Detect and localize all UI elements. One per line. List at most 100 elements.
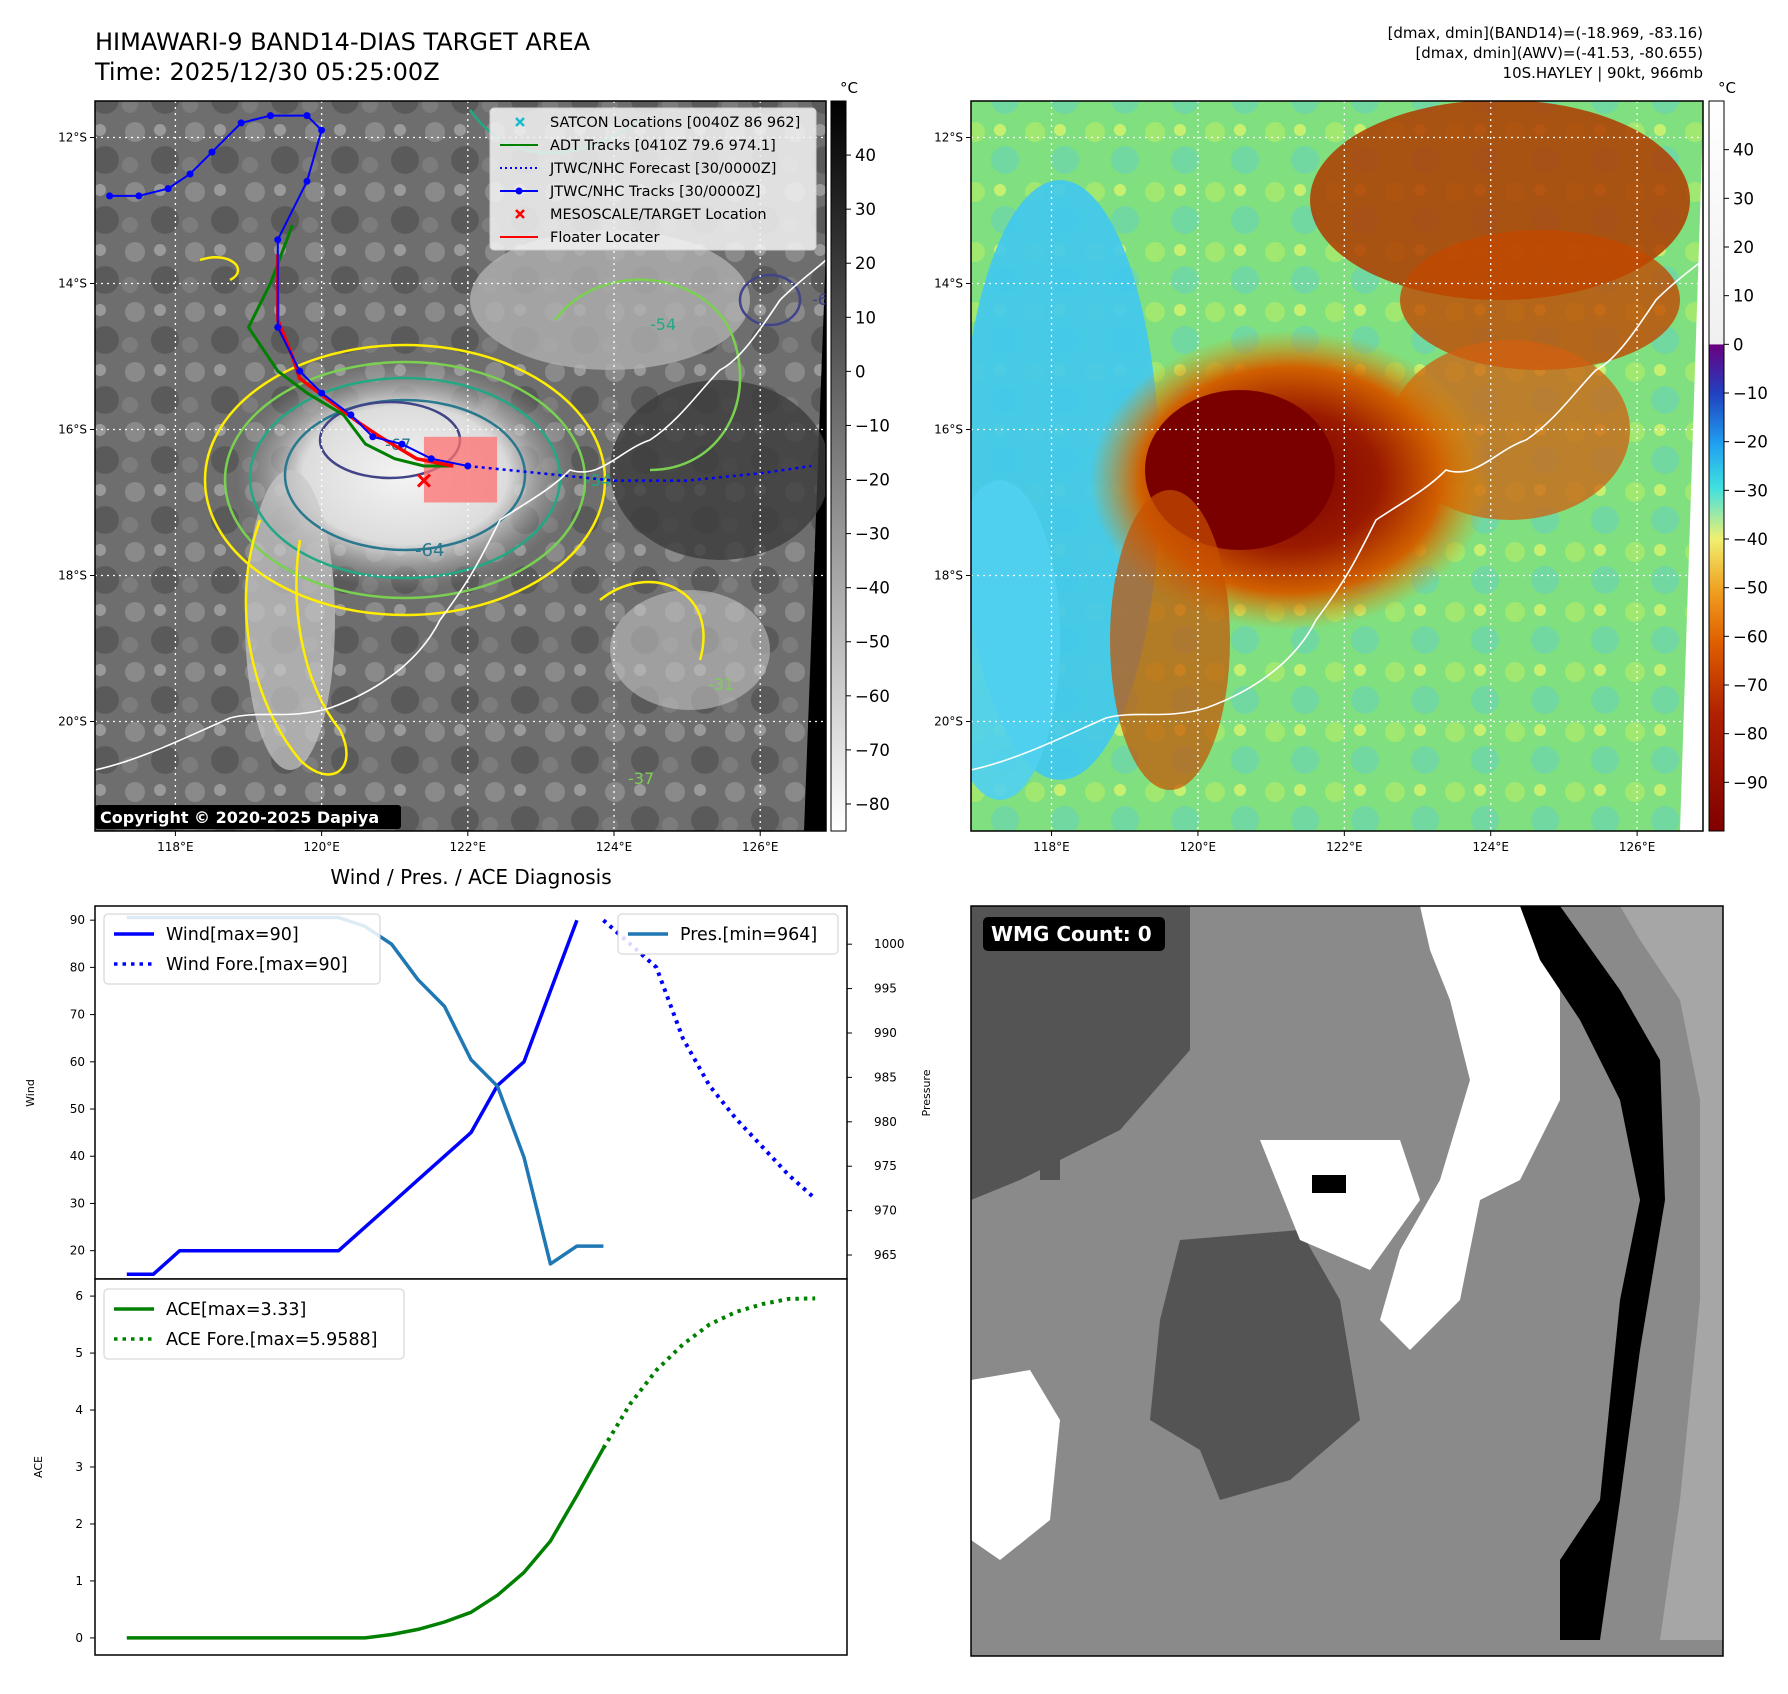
legend-box <box>617 913 839 955</box>
jtwc-track-point <box>318 126 326 134</box>
wind-pressure-chart: 20 30 40 50 60 70 80 90 965 970 975 980 985 990 995 100… <box>24 905 933 1280</box>
colorbar-tick-label: −40 <box>1733 530 1768 549</box>
contour-label: -37 <box>628 769 654 788</box>
enhanced-colorbar: °C 40 30 20 10 0 −10 −20 −30 −40 −50 −60 −70 −80 −90 <box>1708 79 1768 832</box>
colorbar-unit: °C <box>840 79 858 97</box>
colorbar-tick-label: −10 <box>855 416 890 435</box>
lat-tick-label: 14°S <box>58 277 87 291</box>
legend-label: Floater Locater <box>550 230 659 246</box>
wmg-count-label: WMG Count: 0 <box>991 922 1152 946</box>
wind-tick-label: 30 <box>70 1196 85 1210</box>
colorbar-tick-label: 30 <box>855 200 876 219</box>
lat-tick-label: 18°S <box>58 569 87 583</box>
pressure-tick-label: 995 <box>874 982 897 996</box>
target-location-marker <box>416 473 432 488</box>
jtwc-track-point <box>208 148 216 156</box>
legend-label: MESOSCALE/TARGET Location <box>550 207 767 223</box>
stats-storm: 10S.HAYLEY | 90kt, 966mb <box>1503 64 1703 82</box>
ir-map-axis-ticks: 118°E 120°E 122°E 124°E 126°E 12°S 14°S 16°S 18°… <box>58 131 778 855</box>
ace-tick-label: 1 <box>75 1574 83 1588</box>
contour-label: -31 <box>708 675 734 694</box>
colorbar-tick-label: −60 <box>1733 627 1768 646</box>
legend-box <box>103 1288 405 1360</box>
jtwc-track-point <box>237 119 245 127</box>
lon-tick-label: 126°E <box>1619 840 1656 854</box>
jtwc-track-point <box>369 433 377 441</box>
lat-tick-label: 16°S <box>934 423 963 437</box>
jtwc-track-point <box>318 389 326 397</box>
contour-label: -54 <box>650 315 676 334</box>
legend-box <box>103 913 381 985</box>
colorbar-tick-label: −20 <box>1733 433 1768 452</box>
stats-awv: [dmax, dmin](AWV)=(-41.53, -80.655) <box>1415 44 1703 62</box>
series-line <box>126 919 579 1277</box>
legend-marker <box>515 209 525 219</box>
copyright-label: Copyright © 2020-2025 Dapiya <box>100 808 379 827</box>
wind-tick-label: 70 <box>70 1008 85 1022</box>
legend-label: JTWC/NHC Tracks [30/0000Z] <box>549 184 761 200</box>
jtwc-track-point <box>266 112 274 120</box>
wind-legend: Wind[max=90] Wind Fore.[max=90] <box>103 913 381 985</box>
wind-tick-label: 90 <box>70 913 85 927</box>
contour-label: -54 <box>585 471 611 490</box>
ace-axis-label: ACE <box>32 1456 45 1478</box>
lon-tick-label: 122°E <box>450 840 487 854</box>
lon-tick-label: 124°E <box>596 840 633 854</box>
enhanced-map-panel: 118°E 120°E 122°E 124°E 126°E 12°S 14°S 16°S 18°… <box>934 100 1704 855</box>
wind-tick-label: 80 <box>70 960 85 974</box>
pressure-axis-label: Pressure <box>920 1069 933 1116</box>
ace-tick-label: 2 <box>75 1517 83 1531</box>
jtwc-track-point <box>135 192 143 200</box>
pressure-tick-label: 985 <box>874 1070 897 1084</box>
legend-label: Wind Fore.[max=90] <box>166 955 348 975</box>
colorbar-tick-label: 40 <box>1733 141 1754 160</box>
ace-tick-label: 0 <box>75 1631 83 1645</box>
lon-tick-label: 120°E <box>1180 840 1217 854</box>
lat-tick-label: 20°S <box>58 715 87 729</box>
colorbar-tick-label: 0 <box>1733 335 1744 354</box>
jtwc-track-point <box>186 170 194 178</box>
jtwc-track-point <box>106 192 114 200</box>
jtwc-track-point <box>274 236 282 244</box>
lon-tick-label: 118°E <box>157 840 194 854</box>
ace-tick-label: 6 <box>75 1289 83 1303</box>
lat-tick-label: 20°S <box>934 715 963 729</box>
lat-tick-label: 16°S <box>58 423 87 437</box>
lon-tick-label: 122°E <box>1326 840 1363 854</box>
enhanced-map-axis-ticks: 118°E 120°E 122°E 124°E 126°E 12°S 14°S 16°S 18°… <box>934 131 1655 855</box>
jtwc-track-point <box>303 177 311 185</box>
colorbar-tick-label: −50 <box>855 633 890 652</box>
figure-time: Time: 2025/12/30 05:25:00Z <box>94 58 440 86</box>
wind-tick-label: 20 <box>70 1244 85 1258</box>
ace-tick-label: 3 <box>75 1460 83 1474</box>
wind-axis-label: Wind <box>24 1079 37 1107</box>
jtwc-track-point <box>398 440 406 448</box>
legend-label: ADT Tracks [0410Z 79.6 974.1] <box>550 138 776 154</box>
jtwc-track-point <box>164 185 172 193</box>
colorbar-tick-label: 20 <box>1733 238 1754 257</box>
legend-marker <box>515 117 525 127</box>
colorbar-tick-label: −60 <box>855 687 890 706</box>
ace-legend: ACE[max=3.33] ACE Fore.[max=5.9588] <box>103 1288 405 1360</box>
adt-track-line <box>246 224 454 468</box>
enhanced-map-gridlines <box>971 101 1703 831</box>
lon-tick-label: 124°E <box>1472 840 1509 854</box>
jtwc-track-point <box>296 367 304 375</box>
jtwc-track-point <box>464 462 472 470</box>
jtwc-track-point <box>347 411 355 419</box>
legend-label: Pres.[min=964] <box>680 925 817 945</box>
legend-label: ACE[max=3.33] <box>166 1300 306 1320</box>
legend-label: Wind[max=90] <box>166 925 299 945</box>
colorbar-tick-label: −20 <box>855 471 890 490</box>
storm-tracks <box>106 112 812 503</box>
series-line <box>601 1296 816 1450</box>
colorbar-tick-label: 10 <box>855 308 876 327</box>
pressure-tick-label: 970 <box>874 1204 897 1218</box>
stats-band14: [dmax, dmin](BAND14)=(-18.969, -83.16) <box>1388 24 1703 42</box>
colorbar-tick-label: −30 <box>1733 481 1768 500</box>
contour-labels: -64 -67 -54 -64 -31 -37 -54 <box>385 290 826 788</box>
colorbar-tick-label: −10 <box>1733 384 1768 403</box>
legend-label: SATCON Locations [0040Z 86 962] <box>550 115 800 131</box>
wmg-panel: WMG Count: 0 <box>970 905 1724 1657</box>
